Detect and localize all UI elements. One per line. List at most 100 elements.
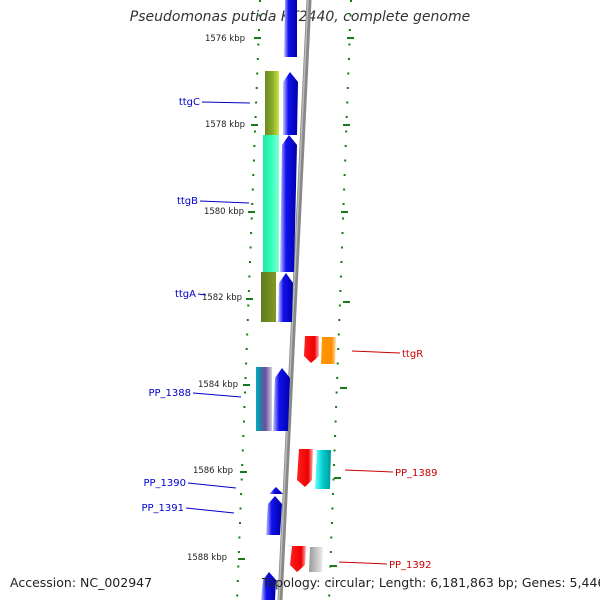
ruler-dot: [331, 493, 334, 495]
ruler-dot: [338, 319, 341, 321]
leader-line-PP_1389: [344, 469, 394, 473]
gene-label-ttgC[interactable]: ttgC: [179, 97, 200, 108]
ruler-dot: [237, 551, 240, 553]
ruler-label: 1584 kbp: [198, 380, 238, 390]
gene-labels-left: ttgC ttgB ttgA PP_1388 PP_1390 PP_1391: [141, 97, 200, 514]
gene-label-PP_1391[interactable]: PP_1391: [141, 503, 184, 514]
ruler-dot: [239, 522, 241, 524]
leader-line-PP_1391: [185, 507, 235, 514]
ruler-dot: [343, 188, 346, 191]
gene-label-leaders: [185, 101, 401, 565]
ruler-dot-columns: [236, 0, 352, 597]
ruler-dot: [236, 594, 239, 597]
genome-backbone-highlight: [278, 0, 309, 600]
gene-label-PP_1388[interactable]: PP_1388: [148, 388, 191, 399]
ruler-dot: [255, 87, 258, 89]
ruler-label: 1576 kbp: [205, 34, 245, 44]
leader-line-ttgR: [351, 350, 401, 354]
ruler-dot: [246, 319, 249, 321]
leader-line-PP_1392: [338, 561, 388, 565]
gene-arrow-minus[interactable]: [269, 487, 283, 494]
gene-label-ttgB[interactable]: ttgB: [177, 196, 198, 207]
ruler-dot: [335, 406, 338, 408]
gene-arrow-minus[interactable]: [283, 72, 298, 135]
feature-block-ttgR[interactable]: [321, 337, 336, 364]
ruler-labels: 1576 kbp 1578 kbp 1580 kbp 1582 kbp 1584…: [187, 34, 245, 563]
ruler-dot: [335, 391, 338, 394]
ruler-dot: [245, 348, 248, 350]
ruler-dot: [249, 246, 252, 249]
ruler-dot: [240, 478, 243, 481]
gene-arrow-plus[interactable]: [304, 336, 319, 363]
ruler-dot: [248, 275, 251, 278]
ruler-dot: [242, 435, 245, 437]
feature-block-ttgC[interactable]: [265, 71, 279, 135]
ruler-dot: [348, 29, 351, 31]
ruler-dot: [253, 145, 256, 147]
ruler-dot: [252, 174, 255, 176]
ruler-dot: [345, 116, 348, 118]
ruler-dot: [245, 362, 248, 365]
gene-label-ttgA[interactable]: ttgA: [175, 289, 196, 300]
gene-arrow-plus[interactable]: [290, 546, 306, 572]
ruler-dot: [343, 174, 346, 176]
leader-line-PP_1390: [187, 482, 237, 489]
ruler-label: 1588 kbp: [187, 553, 227, 563]
ruler-dot: [339, 275, 342, 278]
leader-line-ttgB: [199, 200, 250, 204]
feature-block-PP_1392[interactable]: [309, 547, 323, 572]
plus-strand-genes: [290, 336, 336, 572]
ruler-dot: [252, 159, 255, 162]
gene-arrow-minus[interactable]: [278, 273, 293, 322]
gene-labels-right: ttgR PP_1389 PP_1392: [389, 349, 438, 571]
gene-arrow-plus[interactable]: [297, 449, 313, 487]
ruler-dot: [243, 406, 246, 408]
ruler-dot: [328, 580, 331, 582]
ruler-dot: [247, 290, 250, 292]
leader-line-ttgA: [197, 293, 207, 296]
ruler-dot: [251, 203, 254, 205]
ruler-label: 1582 kbp: [202, 293, 242, 303]
ruler-dot: [342, 217, 344, 220]
ruler-dot: [330, 522, 333, 524]
leader-line-PP_1388: [192, 392, 242, 398]
ruler-dot: [346, 87, 349, 89]
ruler-dot: [337, 333, 340, 336]
feature-block-ttgA[interactable]: [261, 272, 276, 322]
ruler-dot: [236, 580, 239, 582]
feature-block-PP_1388[interactable]: [256, 367, 272, 431]
ruler-dot: [242, 420, 245, 423]
gene-label-ttgR[interactable]: ttgR: [402, 349, 423, 360]
ruler-dot: [241, 449, 244, 452]
ruler-dot: [344, 145, 347, 147]
gene-label-PP_1392[interactable]: PP_1392: [389, 560, 432, 571]
ruler-dot: [347, 58, 350, 60]
ruler-dot: [349, 14, 352, 17]
accession-text: Accession: NC_002947: [10, 575, 153, 590]
ruler-ticks: [238, 37, 354, 567]
ruler-dot: [256, 58, 259, 60]
gene-arrow-minus[interactable]: [273, 368, 290, 431]
feature-block-ttgB[interactable]: [263, 135, 279, 272]
gene-label-PP_1389[interactable]: PP_1389: [395, 468, 438, 479]
ruler-label: 1578 kbp: [205, 120, 245, 130]
ruler-dot: [333, 449, 336, 452]
gene-arrow-minus[interactable]: [284, 0, 297, 57]
gene-arrow-minus[interactable]: [266, 496, 282, 535]
ruler-dot: [344, 159, 347, 162]
ruler-dot: [251, 188, 254, 191]
gene-label-PP_1390[interactable]: PP_1390: [143, 478, 186, 489]
ruler-dot: [347, 72, 350, 75]
feature-block-PP_1389[interactable]: [315, 450, 331, 489]
topology-text: Topology: circular; Length: 6,181,863 bp…: [262, 575, 600, 590]
gene-arrow-minus[interactable]: [261, 572, 276, 600]
gene-arrow-minus[interactable]: [280, 135, 297, 272]
ruler-dot: [338, 304, 341, 307]
ruler-dot: [341, 232, 344, 234]
ruler-dot: [237, 565, 240, 568]
ruler-dot: [339, 290, 342, 292]
ruler-dot: [337, 348, 340, 350]
ruler-dot: [336, 377, 339, 379]
